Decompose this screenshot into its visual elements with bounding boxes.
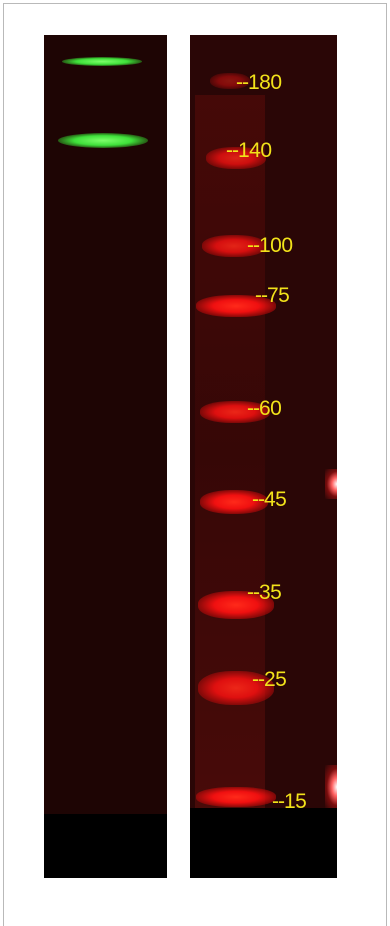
green-band-upper [62,57,142,66]
marker-label-75: --75 [255,284,290,307]
ladder-band-45 [200,490,268,514]
marker-label-15: --15 [272,790,307,813]
image-frame [3,3,387,926]
ladder-band-100 [202,235,266,257]
marker-label-45: --45 [252,488,287,511]
ladder-band-140 [206,147,266,169]
ladder-band-25 [198,671,274,705]
ladder-band-35 [198,591,274,619]
lane-bottom-dark [190,808,337,878]
ladder-smear [195,95,265,815]
marker-label-60: --60 [247,397,282,420]
sample-lane [44,35,167,878]
marker-label-180: --180 [236,71,282,94]
ladder-band-180 [210,73,250,89]
ladder-band-75 [196,295,276,317]
marker-label-140: --140 [226,139,272,162]
ladder-band-60 [200,401,270,423]
marker-label-100: --100 [247,234,293,257]
edge-artifact-lower [325,765,337,809]
edge-artifact-upper [325,469,337,499]
lane-bottom-dark [44,814,167,878]
marker-label-25: --25 [252,668,287,691]
marker-label-35: --35 [247,581,282,604]
ladder-band-15 [196,787,276,807]
ladder-lane [190,35,337,878]
green-band-lower [58,133,148,148]
